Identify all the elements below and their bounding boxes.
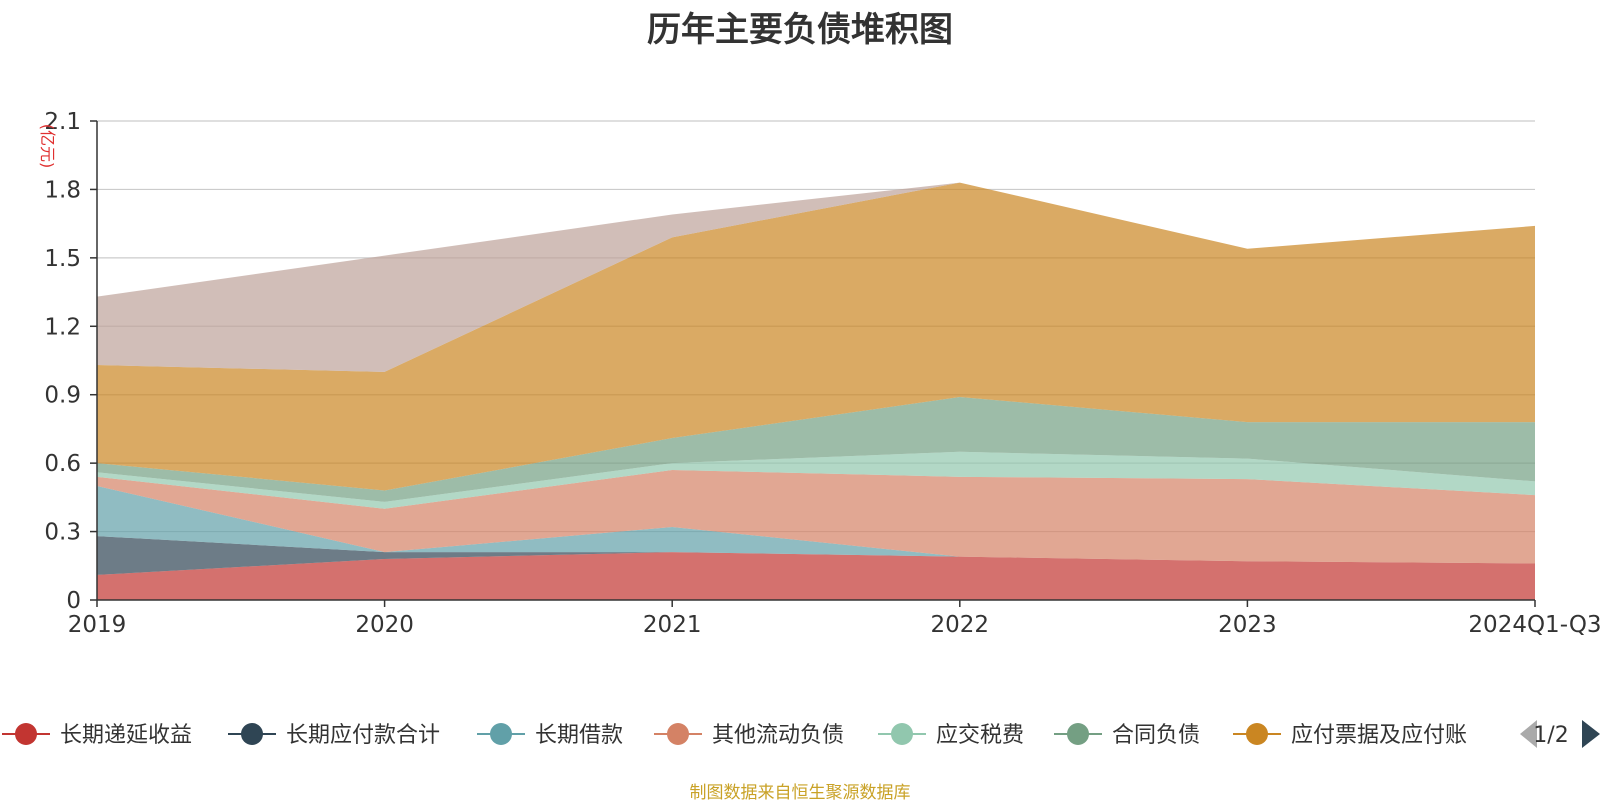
x-tick-label: 2024Q1-Q3: [1468, 612, 1600, 638]
legend-page-indicator: 1/2: [1533, 723, 1568, 748]
x-tick-label: 2021: [643, 612, 702, 638]
legend-label: 长期借款: [535, 723, 623, 748]
chart-title: 历年主要负债堆积图: [647, 10, 953, 50]
data-source-note: 制图数据来自恒生聚源数据库: [689, 783, 911, 800]
legend-marker: [15, 723, 37, 745]
legend-label: 合同负债: [1112, 723, 1200, 748]
legend-label: 其他流动负债: [712, 723, 844, 748]
x-tick-label: 2020: [355, 612, 414, 638]
legend-label: 长期应付款合计: [286, 723, 440, 748]
legend-marker: [241, 723, 263, 745]
y-tick-label: 1.2: [44, 314, 81, 340]
area-series-4: [97, 451, 1535, 509]
legend-marker: [667, 723, 689, 745]
legend-prev-icon[interactable]: [1520, 720, 1537, 748]
legend-label: 应交税费: [936, 723, 1024, 748]
area-series-7: [97, 182, 1535, 372]
legend-marker: [1067, 723, 1089, 745]
legend-marker: [1246, 723, 1268, 745]
y-tick-label: 0.9: [44, 383, 81, 409]
x-tick-label: 2022: [931, 612, 990, 638]
y-tick-label: 0.3: [44, 520, 81, 546]
legend-label: 长期递延收益: [60, 723, 192, 748]
x-tick-label: 2023: [1218, 612, 1277, 638]
legend-label: 应付票据及应付账: [1291, 723, 1467, 748]
y-axis-unit: (亿元): [38, 124, 57, 169]
area-series-1: [97, 536, 1535, 575]
area-series-3: [97, 469, 1535, 564]
y-tick-label: 1.5: [44, 246, 81, 272]
area-series-5: [97, 396, 1535, 502]
y-tick-label: 2.1: [44, 109, 81, 135]
y-tick-label: 0.6: [44, 451, 81, 477]
area-series-2: [97, 485, 1535, 564]
y-tick-label: 1.8: [44, 177, 81, 203]
x-tick-label: 2019: [68, 612, 127, 638]
area-series-0: [97, 552, 1535, 600]
area-series-6: [97, 182, 1535, 491]
legend-marker: [490, 723, 512, 745]
legend-next-icon[interactable]: [1582, 720, 1600, 748]
legend-marker: [891, 723, 913, 745]
y-tick-label: 0: [66, 588, 81, 614]
